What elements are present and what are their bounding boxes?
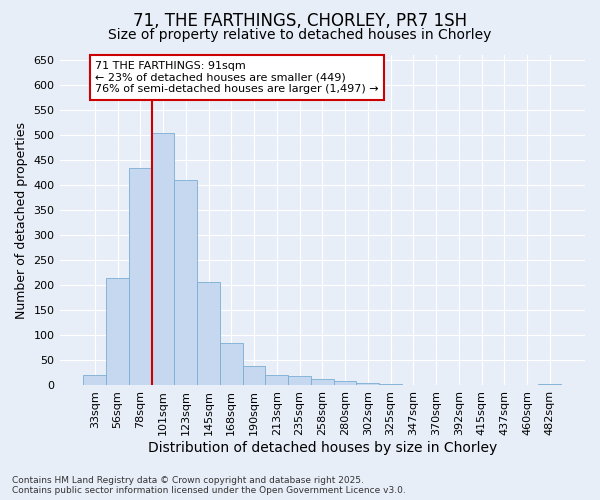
Bar [242,366,265,386]
Bar [448,385,470,386]
Text: 71 THE FARTHINGS: 91sqm
← 23% of detached houses are smaller (449)
76% of semi-d: 71 THE FARTHINGS: 91sqm ← 23% of detache… [95,61,379,94]
Bar [356,383,379,386]
Bar [265,376,288,386]
Bar [152,132,175,386]
Bar [538,384,561,386]
Text: 71, THE FARTHINGS, CHORLEY, PR7 1SH: 71, THE FARTHINGS, CHORLEY, PR7 1SH [133,12,467,30]
Bar [129,168,152,386]
Text: Size of property relative to detached houses in Chorley: Size of property relative to detached ho… [109,28,491,42]
Bar [334,382,356,386]
Bar [83,376,106,386]
Bar [106,278,129,386]
Bar [379,384,402,386]
Y-axis label: Number of detached properties: Number of detached properties [15,122,28,318]
Text: Contains HM Land Registry data © Crown copyright and database right 2025.
Contai: Contains HM Land Registry data © Crown c… [12,476,406,495]
Bar [220,343,242,386]
Bar [402,385,425,386]
Bar [311,380,334,386]
Bar [425,385,448,386]
Bar [175,180,197,386]
Bar [288,376,311,386]
Bar [197,282,220,386]
X-axis label: Distribution of detached houses by size in Chorley: Distribution of detached houses by size … [148,441,497,455]
